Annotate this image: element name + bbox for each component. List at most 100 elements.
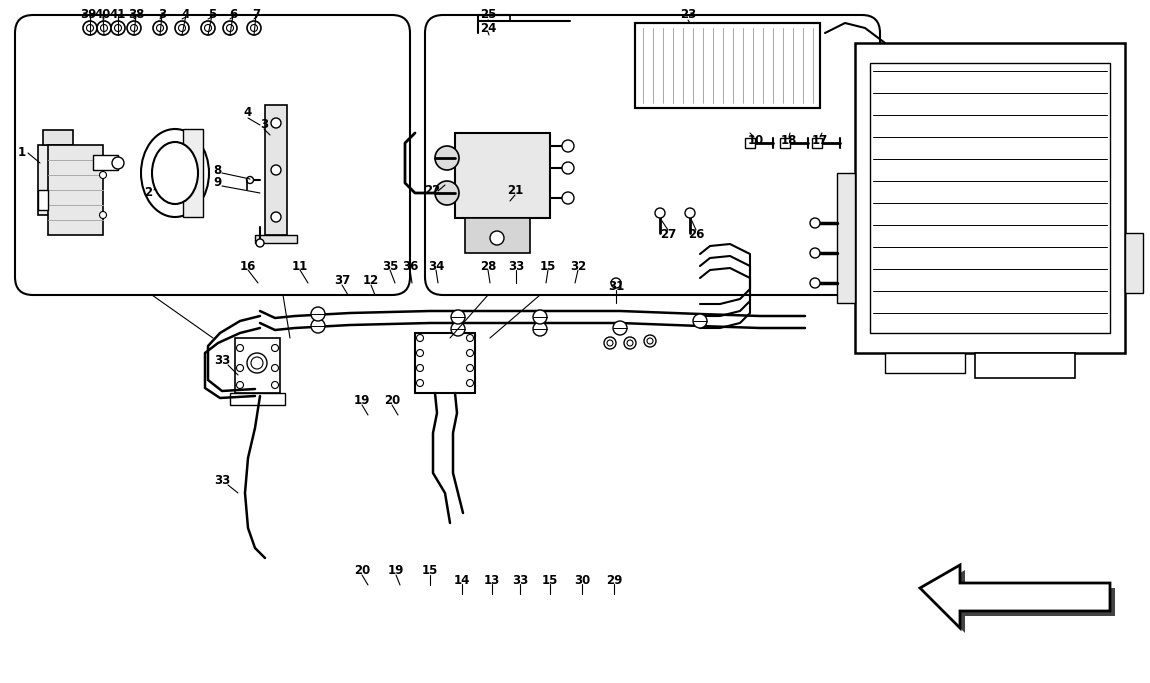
Text: 19: 19 — [354, 395, 370, 408]
Circle shape — [100, 212, 107, 219]
Circle shape — [86, 25, 93, 31]
Circle shape — [271, 212, 281, 222]
Text: 22: 22 — [424, 184, 440, 197]
Circle shape — [251, 357, 263, 369]
Circle shape — [130, 25, 138, 31]
Polygon shape — [183, 129, 204, 217]
Text: 11: 11 — [292, 260, 308, 273]
Circle shape — [416, 380, 423, 387]
Text: 29: 29 — [606, 574, 622, 587]
Polygon shape — [886, 353, 965, 373]
Circle shape — [115, 25, 122, 31]
Circle shape — [607, 340, 613, 346]
Text: 18: 18 — [781, 135, 797, 148]
Polygon shape — [837, 173, 854, 303]
Polygon shape — [635, 23, 820, 108]
Text: 31: 31 — [608, 279, 624, 292]
Polygon shape — [38, 145, 53, 215]
Circle shape — [467, 350, 474, 357]
Circle shape — [467, 365, 474, 372]
Circle shape — [126, 21, 141, 35]
Circle shape — [562, 192, 574, 204]
Polygon shape — [415, 333, 475, 393]
Polygon shape — [465, 218, 530, 253]
Text: 37: 37 — [334, 275, 350, 288]
Polygon shape — [854, 43, 1125, 353]
Circle shape — [271, 118, 281, 128]
Text: 12: 12 — [363, 275, 380, 288]
Text: 3: 3 — [158, 8, 166, 21]
Text: 35: 35 — [382, 260, 398, 273]
Polygon shape — [93, 155, 118, 170]
Text: 2: 2 — [144, 186, 152, 199]
Circle shape — [156, 25, 163, 31]
Circle shape — [227, 25, 233, 31]
Polygon shape — [975, 353, 1075, 378]
Circle shape — [613, 321, 627, 335]
Circle shape — [562, 162, 574, 174]
Circle shape — [112, 157, 124, 169]
Circle shape — [112, 21, 125, 35]
Circle shape — [467, 380, 474, 387]
Text: 9: 9 — [214, 176, 222, 189]
Text: 6: 6 — [229, 8, 237, 21]
Text: 19: 19 — [388, 565, 404, 578]
Circle shape — [271, 365, 278, 372]
Circle shape — [271, 344, 278, 352]
Circle shape — [237, 344, 244, 352]
Text: 28: 28 — [480, 260, 496, 273]
Circle shape — [562, 140, 574, 152]
FancyBboxPatch shape — [426, 15, 880, 295]
Circle shape — [246, 176, 253, 184]
Circle shape — [247, 21, 261, 35]
Polygon shape — [255, 235, 297, 243]
Text: 33: 33 — [214, 354, 230, 367]
Text: 3: 3 — [260, 118, 268, 132]
Polygon shape — [230, 393, 285, 405]
Circle shape — [810, 248, 820, 258]
Circle shape — [416, 365, 423, 372]
Circle shape — [251, 25, 258, 31]
Polygon shape — [38, 190, 48, 210]
Text: 30: 30 — [574, 574, 590, 587]
Text: 27: 27 — [660, 227, 676, 240]
Text: 4: 4 — [244, 107, 252, 120]
Text: 33: 33 — [512, 574, 528, 587]
Text: 25: 25 — [480, 8, 496, 21]
Text: 23: 23 — [680, 8, 696, 21]
Circle shape — [627, 340, 632, 346]
Polygon shape — [48, 145, 104, 235]
Text: 39: 39 — [79, 8, 97, 21]
Circle shape — [490, 231, 504, 245]
Circle shape — [310, 319, 325, 333]
Text: 13: 13 — [484, 574, 500, 587]
Polygon shape — [455, 133, 550, 218]
Circle shape — [153, 21, 167, 35]
Text: 1: 1 — [18, 146, 26, 160]
Text: 8: 8 — [213, 163, 221, 176]
Text: 36: 36 — [401, 260, 419, 273]
Circle shape — [532, 310, 547, 324]
Ellipse shape — [152, 142, 198, 204]
Text: 21: 21 — [507, 184, 523, 197]
Circle shape — [644, 335, 656, 347]
Circle shape — [237, 382, 244, 389]
Polygon shape — [920, 565, 1110, 628]
Text: 24: 24 — [480, 21, 496, 35]
Text: 15: 15 — [542, 574, 558, 587]
Text: 33: 33 — [508, 260, 524, 273]
Polygon shape — [235, 338, 279, 393]
Polygon shape — [745, 138, 756, 148]
Circle shape — [647, 338, 653, 344]
Circle shape — [685, 208, 695, 218]
Text: 38: 38 — [128, 8, 144, 21]
Circle shape — [624, 337, 636, 349]
Circle shape — [310, 307, 325, 321]
Circle shape — [656, 208, 665, 218]
Text: 41: 41 — [109, 8, 126, 21]
Circle shape — [100, 171, 107, 178]
Polygon shape — [264, 105, 288, 235]
Circle shape — [271, 382, 278, 389]
Text: 17: 17 — [812, 135, 828, 148]
Circle shape — [810, 218, 820, 228]
